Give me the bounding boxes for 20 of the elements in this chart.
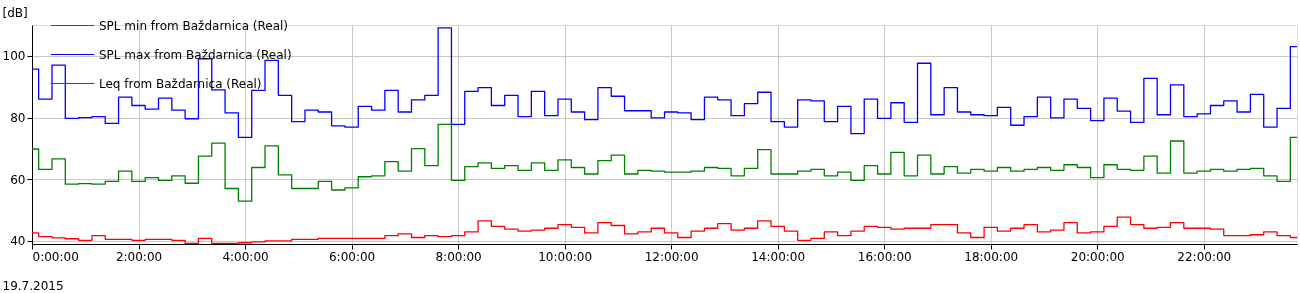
y-tick-label: 60: [10, 172, 26, 187]
y-tick-label: 100: [2, 49, 26, 64]
x-tick-label: 12:00:00: [644, 249, 699, 264]
x-tick-label: 8:00:00: [435, 249, 482, 264]
x-tick-label: 18:00:00: [964, 249, 1019, 264]
x-tick-label: 20:00:00: [1070, 249, 1125, 264]
x-tick-label: 22:00:00: [1177, 249, 1232, 264]
text: 19.7.2015: [2, 278, 64, 293]
x-tick-label: 2:00:00: [115, 249, 163, 264]
x-tick-label: 16:00:00: [857, 249, 912, 264]
y-tick-label: 80: [10, 111, 26, 126]
x-tick-label: 10:00:00: [538, 249, 593, 264]
x-tick-label: 0:00:00: [32, 249, 79, 264]
y-axis-title: [dB]: [2, 5, 28, 20]
legend-label: SPL min from Baždarnica (Real): [99, 18, 289, 33]
legend-label: SPL max from Baždarnica (Real): [99, 47, 292, 62]
x-tick-label: 14:00:00: [751, 249, 806, 264]
y-tick-label: 40: [10, 234, 26, 249]
x-tick-label: 6:00:00: [328, 249, 376, 264]
x-tick-label: 4:00:00: [222, 249, 269, 264]
